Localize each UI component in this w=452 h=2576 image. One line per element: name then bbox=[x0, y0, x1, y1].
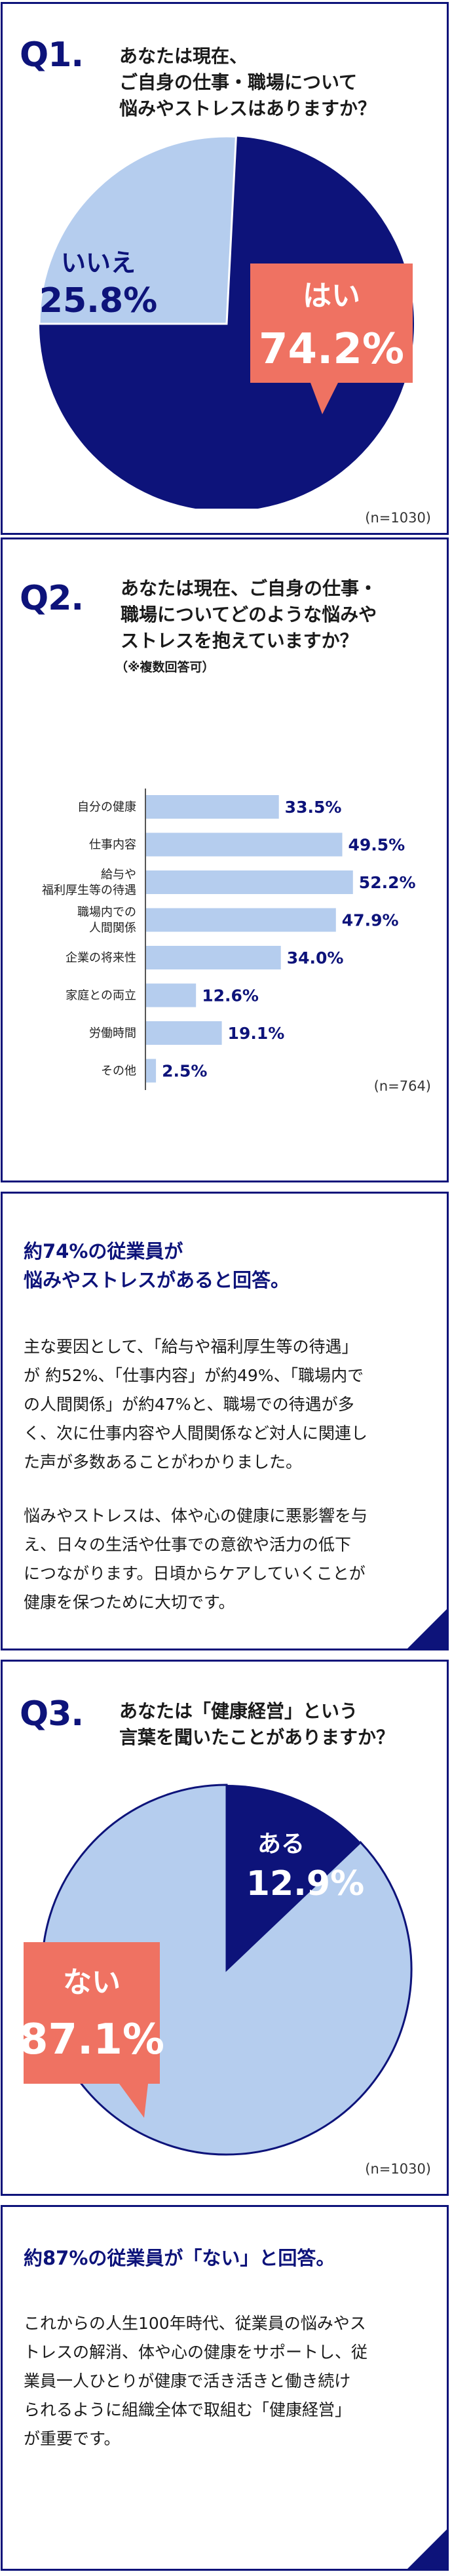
corner-triangle bbox=[407, 1609, 447, 1649]
bar bbox=[146, 1059, 157, 1083]
bar-value-label: 47.9% bbox=[342, 911, 399, 930]
summary1-line: の人間関係」が約47%と、職場での待遇が多 bbox=[24, 1395, 354, 1414]
bar bbox=[146, 908, 336, 932]
q2-question-line: 職場についてどのような悩みや bbox=[121, 604, 377, 625]
q1-question: あなたは現在、 ご自身の仕事・職場について 悩みやストレスはありますか？ bbox=[119, 43, 376, 122]
corner-triangle bbox=[407, 2529, 447, 2569]
category-label: 給与や bbox=[101, 868, 136, 882]
pie-slice-no bbox=[38, 135, 237, 325]
q2-note: （※複数回答可） bbox=[115, 660, 215, 674]
bar-value-label: 2.5% bbox=[162, 1062, 207, 1081]
summary1-line: え、日々の生活や仕事での意欲や活力の低下 bbox=[24, 1535, 352, 1554]
pie-value-yes: 12.9% bbox=[246, 1864, 364, 1903]
q3-question-line: あなたは「健康経営」という bbox=[119, 1700, 358, 1722]
callout-box bbox=[24, 1942, 160, 2118]
category-label: 自分の健康 bbox=[77, 800, 136, 814]
category-label: 人間関係 bbox=[89, 922, 136, 935]
summary2-line: トレスの解消、体や心の健康をサポートし、従 bbox=[24, 2343, 368, 2362]
bar-value-label: 19.1% bbox=[228, 1024, 285, 1043]
q2-question-line: ストレスを抱えていますか？ bbox=[121, 630, 358, 652]
q1-pie-chart: いいえ 25.8% はい 74.2% bbox=[38, 135, 414, 509]
callout-label-yes: はい bbox=[303, 279, 360, 313]
callout-value-yes: 74.2% bbox=[259, 325, 404, 374]
bar bbox=[146, 983, 197, 1007]
pie-slice-yes bbox=[227, 1785, 361, 1970]
q1-card: Q1. あなたは現在、 ご自身の仕事・職場について 悩みやストレスはありますか？… bbox=[1, 2, 449, 535]
summary1-line: く、次に仕事内容や人間関係など対人に関連し bbox=[24, 1424, 368, 1443]
summary2-line: られるように組織全体で取組む「健康経営」 bbox=[24, 2400, 352, 2419]
q2-number: Q2. bbox=[20, 579, 84, 618]
q3-question-line: 言葉を聞いたことがありますか？ bbox=[119, 1727, 395, 1748]
q3-pie-chart: ある 12.9% ない 87.1% bbox=[19, 1784, 413, 2156]
q3-sample-size: (n=1030) bbox=[365, 2161, 431, 2177]
q3-number: Q3. bbox=[20, 1694, 84, 1734]
bar bbox=[146, 946, 281, 969]
q1-question-line: 悩みやストレスはありますか？ bbox=[119, 98, 377, 119]
summary1-card: 約74%の従業員が 悩みやストレスがあると回答。 主な要因として、「給与や福利厚… bbox=[1, 1192, 449, 1650]
category-label: 福利厚生等の待遇 bbox=[42, 884, 136, 897]
category-label: 仕事内容 bbox=[89, 838, 136, 852]
summary2-paragraph-1: これからの人生100年時代、従業員の悩みやス トレスの解消、体や心の健康をサポー… bbox=[24, 2309, 431, 2453]
category-label: 家庭との両立 bbox=[66, 989, 136, 1003]
q2-bar-chart: 33.5% 自分の健康 49.5% 仕事内容 52.2% 給与や福利厚生等の待遇 47.9%… bbox=[42, 789, 416, 1090]
summary1-line: た声が多数あることがわかりました。 bbox=[24, 1453, 303, 1472]
q3-card: Q3. あなたは「健康経営」という 言葉を聞いたことがありますか？ ある 12.… bbox=[1, 1660, 449, 2196]
summary1-title-line: 約74%の従業員が bbox=[24, 1240, 183, 1262]
bar-value-label: 12.6% bbox=[202, 986, 259, 1005]
summary2-title: 約87%の従業員が「ない」と回答。 bbox=[24, 2244, 335, 2273]
q2-sample-size: (n=764) bbox=[373, 1078, 431, 1094]
q3-question: あなたは「健康経営」という 言葉を聞いたことがありますか？ bbox=[119, 1698, 394, 1751]
callout-value-no: 87.1% bbox=[19, 2016, 164, 2064]
summary2-line: これからの人生100年時代、従業員の悩みやス bbox=[24, 2314, 366, 2333]
bar bbox=[146, 1021, 222, 1045]
pie-slice-yes bbox=[39, 136, 414, 509]
summary1-title: 約74%の従業員が 悩みやストレスがあると回答。 bbox=[24, 1237, 290, 1295]
category-label: その他 bbox=[101, 1064, 136, 1078]
pie-value-no: 25.8% bbox=[39, 281, 157, 321]
summary1-title-line: 悩みやストレスがあると回答。 bbox=[24, 1269, 290, 1291]
summary1-line: 健康を保つために大切です。 bbox=[24, 1593, 235, 1612]
summary1-paragraph-2: 悩みやストレスは、体や心の健康に悪影響を与 え、日々の生活や仕事での意欲や活力の… bbox=[24, 1502, 431, 1617]
summary1-line: につながります。日頃からケアしていくことが bbox=[24, 1564, 366, 1583]
q1-sample-size: (n=1030) bbox=[365, 510, 431, 526]
summary2-line: が重要です。 bbox=[24, 2429, 121, 2448]
bar-value-label: 34.0% bbox=[287, 948, 344, 967]
q1-question-line: ご自身の仕事・職場について bbox=[119, 71, 358, 93]
pie-label-yes: ある bbox=[257, 1831, 305, 1858]
q1-question-line: あなたは現在、 bbox=[119, 45, 248, 67]
callout-box bbox=[250, 263, 413, 414]
summary2-title-line: 約87%の従業員が「ない」と回答。 bbox=[24, 2247, 335, 2269]
summary1-line: が 約52%、「仕事内容」が約49%、「職場内で bbox=[24, 1366, 364, 1385]
category-label: 労働時間 bbox=[89, 1026, 136, 1040]
bar bbox=[146, 832, 343, 857]
q2-question-line: あなたは現在、ご自身の仕事・ bbox=[121, 577, 378, 599]
summary1-paragraph-1: 主な要因として、「給与や福利厚生等の待遇」 が 約52%、「仕事内容」が約49%… bbox=[24, 1333, 431, 1477]
summary2-card: 約87%の従業員が「ない」と回答。 これからの人生100年時代、従業員の悩みやス… bbox=[1, 2205, 449, 2571]
bar-value-label: 52.2% bbox=[359, 873, 416, 892]
q1-number: Q1. bbox=[20, 35, 84, 75]
summary1-line: 悩みやストレスは、体や心の健康に悪影響を与 bbox=[24, 1506, 368, 1525]
bar-value-label: 49.5% bbox=[348, 836, 405, 855]
category-label: 企業の将来性 bbox=[66, 951, 136, 965]
summary2-line: 業員一人ひとりが健康で活き活きと働き続け bbox=[24, 2371, 351, 2391]
summary1-line: 主な要因として、「給与や福利厚生等の待遇」 bbox=[24, 1337, 358, 1356]
callout-label-no: ない bbox=[63, 1966, 121, 1999]
pie-label-no: いいえ bbox=[61, 248, 136, 277]
bar bbox=[146, 795, 279, 819]
category-label: 職場内での bbox=[77, 906, 136, 920]
q2-question: あなたは現在、ご自身の仕事・ 職場についてどのような悩みや ストレスを抱えていま… bbox=[121, 576, 377, 654]
q2-card: Q2. あなたは現在、ご自身の仕事・ 職場についてどのような悩みや ストレスを抱… bbox=[1, 537, 449, 1182]
bar bbox=[146, 870, 353, 894]
bar-value-label: 33.5% bbox=[285, 798, 342, 817]
